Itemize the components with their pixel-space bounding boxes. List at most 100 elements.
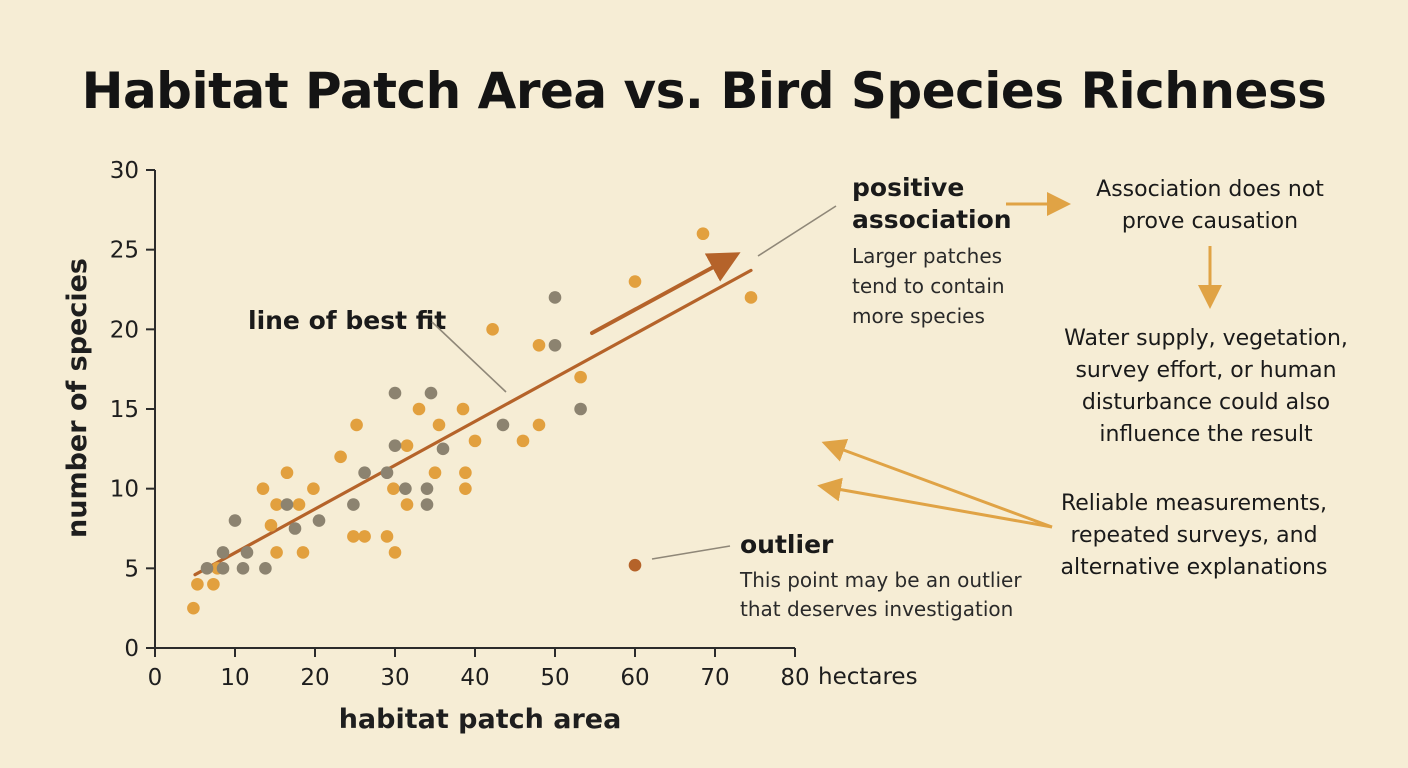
data-point: [516, 434, 530, 448]
data-point: [459, 482, 472, 495]
data-point: [399, 482, 412, 495]
data-point: [628, 275, 642, 288]
axes: [146, 169, 796, 657]
data-point: [280, 498, 294, 511]
data-point: [744, 291, 758, 304]
best-fit-line: [193, 268, 753, 577]
tick-labels: 0 5 10 15 20 25 30 0 10 20 30 40 50 60 70 80: [110, 158, 810, 691]
data-point: [496, 418, 510, 432]
outlier-body-line1: This point may be an outlier: [739, 568, 1022, 592]
positive-body-line1: Larger patches: [852, 244, 1002, 268]
data-point: [256, 482, 270, 495]
x-tick-label: 0: [148, 665, 163, 691]
data-point: [240, 546, 254, 559]
data-point: [350, 418, 363, 432]
confounders-line1: Water supply, vegetation,: [1064, 326, 1348, 351]
causation-line1: Association does not: [1096, 177, 1324, 202]
y-tick-label: 30: [110, 158, 139, 184]
x-tick-label: 20: [300, 665, 329, 691]
trend-arrow: [590, 252, 741, 335]
confounders-line3: disturbance could also: [1082, 390, 1330, 415]
y-tick-label: 25: [110, 238, 139, 264]
data-point: [387, 482, 400, 495]
data-point: [400, 498, 414, 511]
reliable-arrow-upper: [821, 438, 1053, 529]
positive-body-line2: tend to contain: [852, 274, 1005, 298]
best-fit-label: line of best fit: [248, 306, 446, 335]
positive-leader: [757, 205, 837, 257]
data-point: [334, 450, 347, 464]
reliable-line1: Reliable measurements,: [1061, 491, 1327, 516]
data-point: [486, 323, 499, 336]
data-point: [207, 577, 220, 591]
data-point: [288, 522, 302, 535]
x-tick-label: 10: [220, 665, 249, 691]
outlier-point: [628, 558, 642, 572]
data-point: [292, 498, 306, 511]
data-point: [347, 530, 360, 543]
data-point: [270, 498, 283, 511]
data-point: [347, 498, 360, 511]
outlier-heading: outlier: [740, 530, 834, 559]
data-point: [388, 386, 402, 400]
x-tick-label: 50: [540, 665, 569, 691]
chart-title: Habitat Patch Area vs. Bird Species Rich…: [81, 62, 1327, 120]
data-point: [428, 466, 442, 480]
data-point: [412, 402, 426, 416]
data-point: [420, 498, 434, 511]
causation-line2: prove causation: [1122, 209, 1298, 234]
data-point: [468, 434, 482, 448]
data-point: [307, 482, 320, 495]
x-tick-label: 70: [700, 665, 729, 691]
data-point: [548, 338, 562, 352]
y-tick-label: 15: [110, 397, 139, 423]
y-tick-label: 5: [124, 556, 139, 582]
data-point: [388, 546, 402, 559]
data-point: [358, 530, 371, 543]
data-point: [424, 386, 438, 400]
x-tick-label: 40: [460, 665, 489, 691]
data-point: [436, 442, 450, 456]
data-points: [187, 227, 758, 615]
positive-heading-line1: positive: [852, 173, 964, 202]
data-point: [456, 402, 470, 416]
positive-body-line3: more species: [852, 304, 985, 328]
data-point: [380, 530, 394, 543]
data-point: [432, 418, 446, 432]
y-tick-label: 20: [110, 317, 139, 343]
data-point: [216, 546, 230, 559]
data-point: [228, 514, 242, 527]
data-point: [358, 466, 371, 480]
data-point: [380, 466, 394, 480]
data-point: [574, 370, 587, 384]
data-point: [312, 514, 326, 527]
data-point: [574, 402, 587, 416]
y-axis-label: number of species: [62, 258, 93, 538]
data-point: [696, 227, 710, 241]
confounders-line4: influence the result: [1099, 422, 1313, 447]
reliable-arrow-lower: [817, 477, 1053, 529]
confounders-line2: survey effort, or human: [1075, 358, 1336, 383]
x-axis-label: habitat patch area: [339, 704, 622, 735]
data-point: [296, 546, 310, 559]
data-point: [388, 439, 402, 452]
data-point: [532, 338, 546, 352]
outlier-body-line2: that deserves investigation: [740, 597, 1013, 621]
outlier-leader: [651, 545, 731, 560]
data-point: [187, 601, 200, 615]
data-point: [270, 546, 283, 559]
data-point: [191, 577, 204, 591]
positive-heading-line2: association: [852, 205, 1012, 234]
reliable-line2: repeated surveys, and: [1070, 523, 1317, 548]
data-point: [216, 562, 230, 575]
y-tick-label: 0: [124, 636, 139, 662]
data-point: [400, 439, 414, 452]
x-tick-label: 30: [380, 665, 409, 691]
data-point: [280, 466, 294, 480]
data-point: [420, 482, 434, 495]
x-tick-label: 80: [780, 665, 809, 691]
x-tick-label: 60: [620, 665, 649, 691]
x-axis-unit: hectares: [818, 664, 918, 690]
data-point: [532, 418, 546, 432]
